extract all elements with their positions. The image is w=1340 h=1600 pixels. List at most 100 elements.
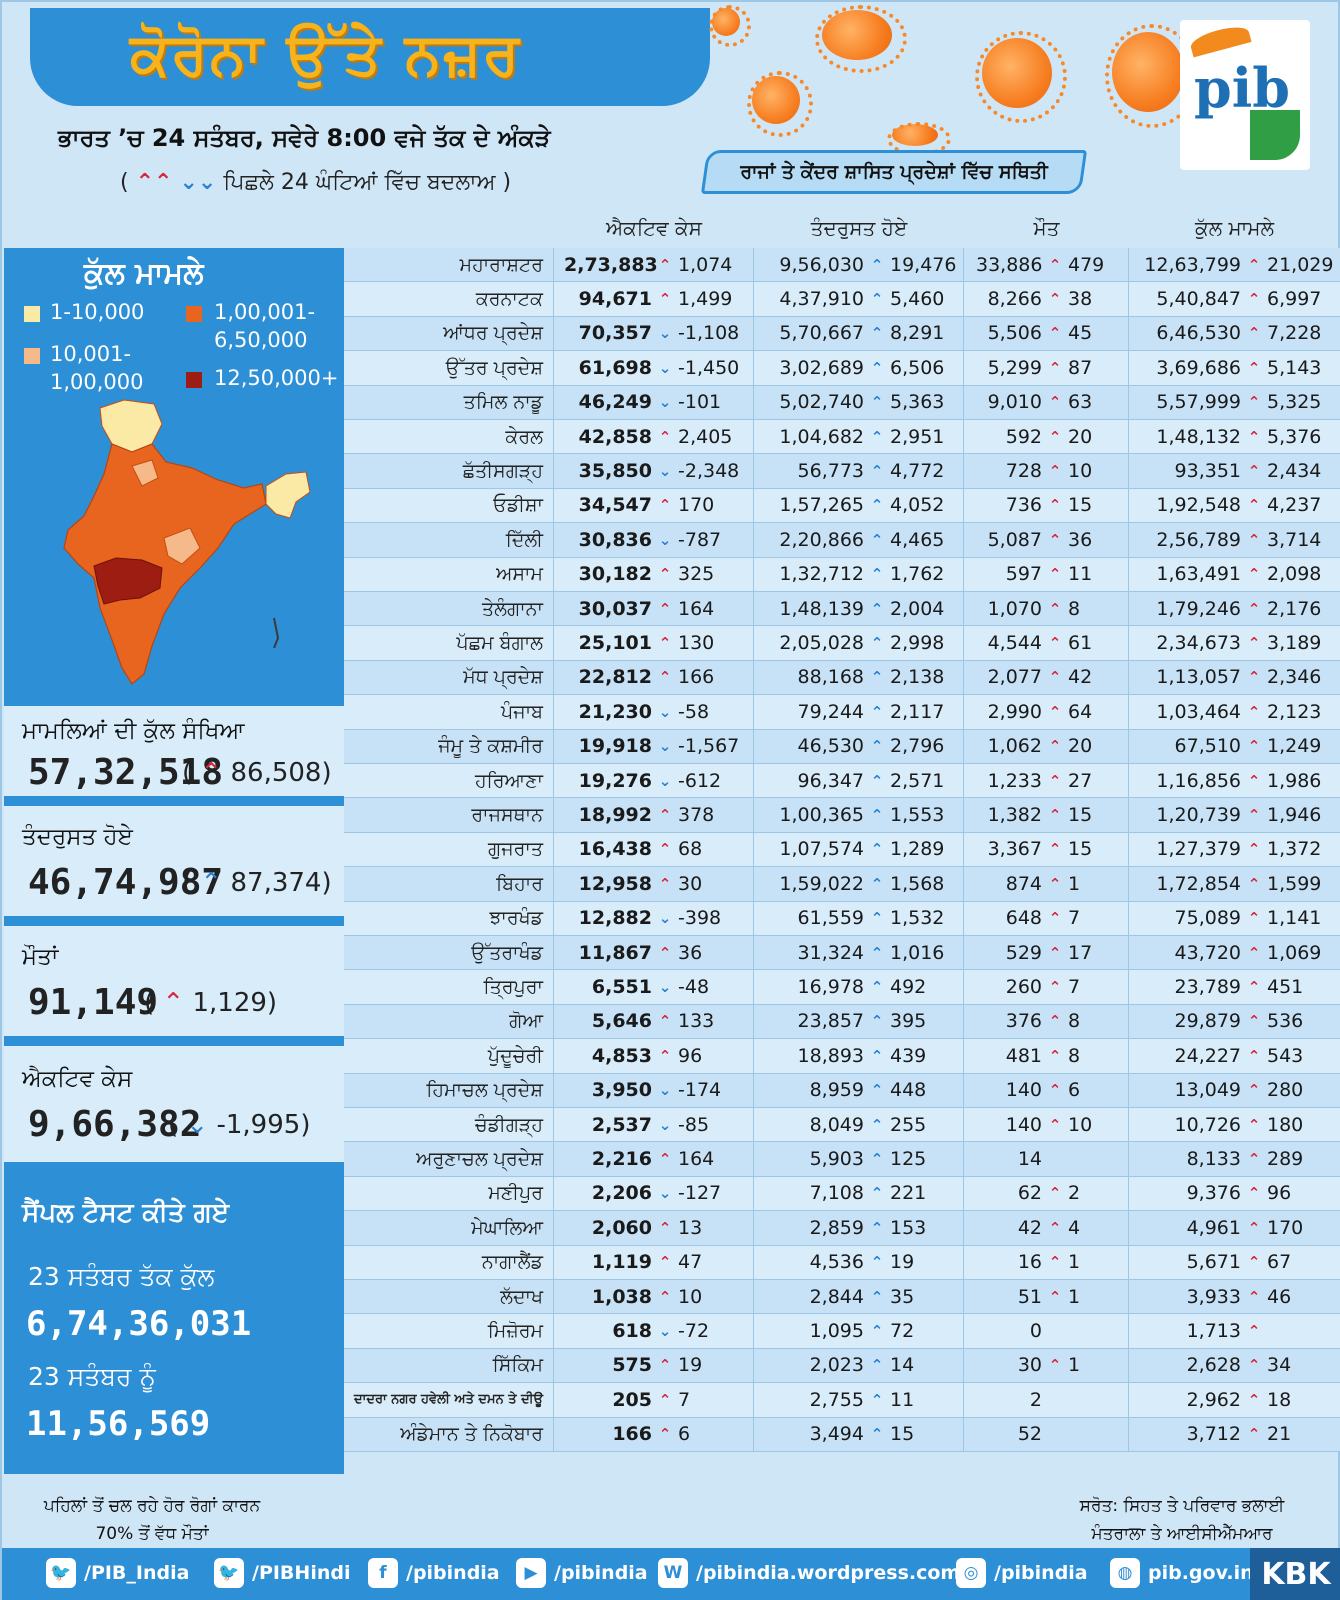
death-cell: 5,087 ⌃ 36 xyxy=(964,523,1129,557)
up-arrow-icon: ⌃ xyxy=(870,1218,884,1237)
recovered-cell: 1,57,265 ⌃ 4,052 xyxy=(754,488,964,523)
down-arrow-icon: ⌄ xyxy=(658,702,672,721)
legend-swatch xyxy=(24,306,40,322)
total-change: 289 xyxy=(1267,1148,1304,1171)
death-cell: 5,299 ⌃ 87 xyxy=(964,351,1129,385)
down-arrow-icon: ⌄ xyxy=(658,358,672,377)
recovered-value: 1,00,365 xyxy=(779,804,864,827)
up-arrow-icon: ⌃ xyxy=(658,1218,672,1237)
table-row: ਮਹਾਰਾਸ਼ਟਰ 2,73,883 ⌃ 1,074 9,56,030 ⌃ 19,476 33… xyxy=(344,248,1340,283)
recovered-change: 5,460 xyxy=(890,288,945,311)
table-row: ਹਰਿਆਣਾ 19,276 ⌄ -612 96,347 ⌃ 2,571 1,233 ⌃ 27 1,1… xyxy=(344,764,1340,799)
death-change: 4 xyxy=(1068,1216,1081,1239)
social-link[interactable]: ◍ pib.gov.in xyxy=(1110,1558,1254,1588)
recovered-cell: 5,903 ⌃ 125 xyxy=(754,1142,964,1176)
state-name: ਮਣੀਪੁਰ xyxy=(344,1176,554,1211)
social-link[interactable]: ◎/pibindia xyxy=(956,1558,1088,1588)
up-arrow-icon: ⌃ xyxy=(1048,255,1062,274)
active-cell: 618 ⌄ -72 xyxy=(554,1314,754,1348)
up-arrow-icon: ⌃ xyxy=(1048,771,1062,790)
up-arrow-icon: ⌃ xyxy=(870,1287,884,1306)
youtube-icon: ▶ xyxy=(516,1558,546,1588)
recovered-cell: 3,494 ⌃ 15 xyxy=(754,1417,964,1451)
down-arrow-icon: ⌄ xyxy=(658,393,672,412)
death-cell: 5,506 ⌃ 45 xyxy=(964,316,1129,351)
up-arrow-icon: ⌃ xyxy=(1247,943,1261,962)
tests-cumulative-label: 23 ਸਤੰਬਰ ਤੱਕ ਕੁੱਲ xyxy=(28,1262,215,1291)
total-value: 1,92,548 xyxy=(1156,494,1241,517)
state-name: ਅਸਾਮ xyxy=(344,557,554,591)
active-change: 164 xyxy=(678,597,715,620)
social-link[interactable]: f/pibindia xyxy=(368,1558,500,1588)
social-link[interactable]: 🐦/PIBHindi xyxy=(214,1558,350,1588)
down-arrow-icon: ⌄ xyxy=(658,530,672,549)
active-change: 13 xyxy=(678,1216,703,1239)
recovered-value: 1,57,265 xyxy=(779,494,864,517)
death-value: 1,070 xyxy=(987,597,1042,620)
tests-title: ਸੈਂਪਲ ਟੈਸਟ ਕੀਤੇ ਗਏ xyxy=(22,1198,230,1228)
up-arrow-icon: ⌃ xyxy=(870,599,884,618)
recovered-change: 1,532 xyxy=(890,907,945,930)
active-cell: 205 ⌃ 7 xyxy=(554,1383,754,1417)
up-arrow-icon: ⌃ xyxy=(1048,1012,1062,1031)
total-change: 21 xyxy=(1267,1423,1292,1446)
up-arrow-icon: ⌃ xyxy=(870,496,884,515)
total-value: 9,376 xyxy=(1186,1182,1241,1205)
state-name: ਅੰਡੇਮਾਨ ਤੇ ਨਿਕੋਬਾਰ xyxy=(344,1417,554,1451)
total-change: 1,069 xyxy=(1267,941,1322,964)
active-value: 19,918 xyxy=(578,735,652,758)
table-row: ਪੰਜਾਬ 21,230 ⌄ -58 79,244 ⌃ 2,117 2,990 ⌃ 64 1,03,… xyxy=(344,695,1340,730)
up-arrow-icon: ⌃ xyxy=(1048,806,1062,825)
state-name: ਜੰਮੂ ਤੇ ਕਸ਼ਮੀਰ xyxy=(344,729,554,763)
down-arrow-icon: ⌄ xyxy=(658,1322,672,1341)
up-arrow-icon: ⌃ xyxy=(870,290,884,309)
death-change: 10 xyxy=(1068,460,1093,483)
up-arrow-icon: ⌃ xyxy=(870,1322,884,1341)
total-cell: 43,720 ⌃ 1,069 xyxy=(1129,936,1340,969)
up-arrow-icon: ⌃ xyxy=(870,1425,884,1444)
social-link[interactable]: W/pibindia.wordpress.com xyxy=(658,1558,960,1588)
death-cell: 260 ⌃ 7 xyxy=(964,970,1129,1004)
total-cell: 9,376 ⌃ 96 xyxy=(1129,1177,1340,1210)
up-arrow-icon: ⌃ xyxy=(658,1287,672,1306)
total-cell: 2,56,789 ⌃ 3,714 xyxy=(1129,523,1340,556)
recovered-change: 2,571 xyxy=(890,769,945,792)
up-arrow-icon: ⌃ xyxy=(658,874,672,893)
social-link[interactable]: 🐦/PIB_India xyxy=(46,1558,189,1588)
legend-swatch xyxy=(186,372,202,388)
total-value: 23,789 xyxy=(1174,976,1241,999)
total-value: 4,961 xyxy=(1186,1216,1241,1239)
death-value: 648 xyxy=(1005,907,1042,930)
active-label: ਐਕਟਿਵ ਕੇਸ xyxy=(22,1066,133,1092)
up-arrow-icon: ⌃ xyxy=(658,943,672,962)
active-value: 2,216 xyxy=(591,1148,652,1171)
death-change: 8 xyxy=(1068,1044,1081,1067)
social-link[interactable]: ▶/pibindia xyxy=(516,1558,648,1588)
total-change: 3,189 xyxy=(1267,632,1322,655)
up-arrow-icon: ⌃ xyxy=(1247,530,1261,549)
pib-logo: pib xyxy=(1180,20,1310,170)
virus-illustration xyxy=(747,71,813,137)
active-value: 1,119 xyxy=(591,1251,652,1274)
death-change: 11 xyxy=(1068,563,1093,586)
recovered-cell: 1,59,022 ⌃ 1,568 xyxy=(754,867,964,901)
active-cell: 575 ⌃ 19 xyxy=(554,1348,754,1383)
table-row: ਮੇਘਾਲਿਆ 2,060 ⌃ 13 2,859 ⌃ 153 42 ⌃ 4 4,961 ⌃ 170 xyxy=(344,1211,1340,1246)
table-row: ਮਣੀਪੁਰ 2,206 ⌄ -127 7,108 ⌃ 221 62 ⌃ 2 9,376 ⌃ 96 xyxy=(344,1176,1340,1212)
death-cell: 42 ⌃ 4 xyxy=(964,1211,1129,1245)
up-arrow-icon: ⌃ xyxy=(870,702,884,721)
up-arrow-icon: ⌃ xyxy=(1048,1356,1062,1375)
up-arrow-icon: ⌃ xyxy=(1048,840,1062,859)
virus-illustration xyxy=(1104,24,1200,128)
total-change: 280 xyxy=(1267,1079,1304,1102)
active-cell: 19,276 ⌄ -612 xyxy=(554,764,754,798)
recovered-change: 153 xyxy=(890,1216,927,1239)
death-value: 30 xyxy=(1017,1354,1042,1377)
recovered-cell: 5,70,667 ⌃ 8,291 xyxy=(754,316,964,351)
map-islands xyxy=(273,617,280,649)
up-arrow-icon: ⌃ xyxy=(1048,1046,1062,1065)
death-cell: 8,266 ⌃ 38 xyxy=(964,282,1129,316)
recovered-change: 2,796 xyxy=(890,735,945,758)
up-arrow-icon: ⌃ xyxy=(870,530,884,549)
source-note: ਸਰੋਤ: ਸਿਹਤ ਤੇ ਪਰਿਵਾਰ ਭਲਾਈ ਮੰਤਰਾਲਾ ਤੇ ਆਈਸ… xyxy=(1079,1496,1285,1544)
